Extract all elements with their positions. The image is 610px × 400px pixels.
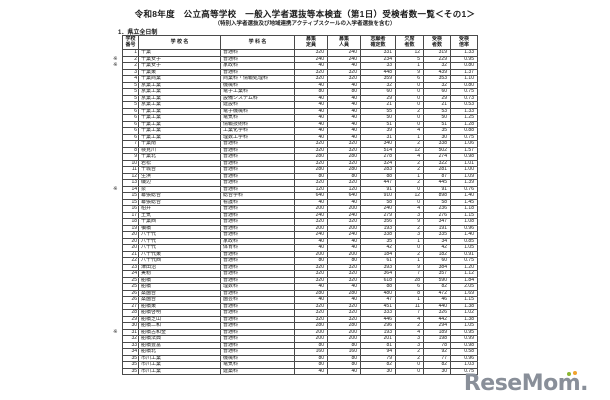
cell-examinees: 30 — [423, 367, 451, 375]
table-row: 27 船橋東 普通科 320 320 451 11 440 1.38 — [122, 302, 478, 310]
table-row: 2 千葉女子 普通科 240 240 234 5 229 0.95 — [122, 55, 478, 63]
cell-exam-ratio: 0.73 — [450, 94, 478, 102]
asterisk-mark: ※ — [113, 56, 118, 62]
table-row: 25 船橋 普通科 320 320 618 28 590 1.84 — [122, 276, 478, 284]
watermark-leaf-dots-icon — [567, 372, 571, 376]
cell-exam-ratio: 0.80 — [450, 81, 478, 89]
table-row: 19 犢橋 普通科 200 200 193 2 191 0.96 — [122, 224, 478, 232]
table-row: 6 千葉工業 理数工学科 40 40 31 1 30 0.75 — [122, 133, 478, 141]
table-row: 6 千葉工業 情報技術科 40 40 51 0 51 1.28 — [122, 120, 478, 128]
asterisk-mark: ※ — [113, 62, 118, 68]
cell-recruit-count: 40 — [327, 367, 361, 375]
cell-exam-ratio: 0.80 — [450, 62, 478, 70]
cell-exam-ratio: 1.10 — [450, 75, 478, 83]
table-header-row: 学校 番号学 校 名学 科 名募集 定員 募集 人員 志願者 確定数 欠席 者数 受検 … — [122, 35, 478, 50]
table-row: 26 薬園台 普通科 280 280 480 8 472 1.69 — [122, 289, 478, 297]
table-row: 16 柏井 普通科 200 200 240 4 236 1.18 — [122, 205, 478, 213]
table-row: 30 船橋二和 普通科 280 280 296 2 294 1.05 — [122, 322, 478, 330]
table-row: 15 幕張総合 総合学科 640 640 910 12 898 1.40 — [122, 192, 478, 200]
table-row: 20 八千代 体育科 40 40 42 0 42 1.05 — [122, 244, 478, 252]
cell-exam-ratio: 1.25 — [450, 114, 478, 122]
table-body: 1 千葉 普通科 320 240 331 12 319 1.33 2 千葉女子 普通科 240 240 23… — [122, 49, 478, 375]
asterisk-mark: ※ — [113, 329, 118, 335]
table-row: 7 千葉南 普通科 320 320 340 2 338 1.06 — [122, 140, 478, 148]
table-row: 23 津田沼 普通科 320 320 393 9 384 1.20 — [122, 263, 478, 271]
cell-exam-ratio: 0.75 — [450, 367, 478, 375]
column-header-recruit-count: 募集 人員 — [327, 35, 361, 50]
examinee-table-wrapper: 学校 番号学 校 名学 科 名募集 定員 募集 人員 志願者 確定数 欠席 者数 受検 … — [113, 35, 478, 375]
table-row: 6 千葉工業 電気科 40 40 50 0 50 1.25 — [122, 114, 478, 122]
resemom-watermark: ReseMom. — [464, 371, 589, 396]
table-row: 2 千葉女子 家政科 40 40 33 1 32 0.80 — [122, 62, 478, 70]
document-subtitle: （特別入学者選抜及び地域連携アクティブスクールの入学者選抜を含む） — [214, 21, 396, 27]
examinee-count-table: 学校 番号学 校 名学 科 名募集 定員 募集 人員 志願者 確定数 欠席 者数 受検 … — [122, 35, 478, 375]
section-label: 1．県立全日制 — [118, 30, 158, 36]
table-row: 5 京葉工業 設備システム科 40 40 29 0 29 0.73 — [122, 94, 478, 102]
cell-school-no: 35 — [122, 367, 139, 375]
column-header-capacity: 募集 定員 — [294, 35, 328, 50]
table-row: 5 京葉工業 電子工業科 80 80 60 0 60 0.75 — [122, 88, 478, 96]
table-row: 35 市川工業 機械科 80 80 79 2 77 0.96 — [122, 354, 478, 362]
column-header-school-no: 学校 番号 — [122, 35, 139, 50]
table-row: 6 千葉工業 工業化学科 40 40 39 4 35 0.88 — [122, 127, 478, 135]
column-header-examinees: 受検 者数 — [423, 35, 451, 50]
cell-exam-ratio: 1.37 — [450, 68, 478, 76]
cell-capacity: 40 — [294, 367, 328, 375]
column-header-school-name: 学 校 名 — [138, 35, 221, 50]
cell-school-name: 市川工業 — [138, 367, 221, 375]
cell-exam-ratio: 0.53 — [450, 101, 478, 109]
table-row: 5 京葉工業 機械科 40 40 32 0 32 0.80 — [122, 81, 478, 89]
table-row: 12 生浜 普通科 80 80 88 1 87 1.09 — [122, 172, 478, 180]
asterisk-mark: ※ — [113, 186, 118, 192]
cell-exam-ratio: 0.75 — [450, 88, 478, 96]
table-row: 5 京葉工業 建設科 40 40 21 0 21 0.53 — [122, 101, 478, 109]
column-header-exam-ratio: 受検 倍率 — [450, 35, 478, 50]
column-header-absentees: 欠席 者数 — [395, 35, 424, 50]
table-row: 33 船橋豊富 普通科 80 80 81 3 78 0.98 — [122, 341, 478, 349]
table-row: 4 千葉商業 商業科・情報処理科 320 320 359 6 353 1.10 — [122, 75, 478, 83]
cell-exam-ratio: 1.33 — [450, 107, 478, 115]
document-title: 令和8年度 公立高等学校 一般入学者選抜等本検査（第1日）受検者数一覧＜その1＞ — [134, 9, 476, 19]
cell-dept-name: 建築科 — [220, 367, 295, 375]
column-header-applicants-final: 志願者 確定数 — [360, 35, 396, 50]
column-header-dept-name: 学 科 名 — [220, 35, 295, 50]
header-row: 学校 番号学 校 名学 科 名募集 定員 募集 人員 志願者 確定数 欠席 者数 受検 … — [122, 35, 478, 50]
cell-exam-ratio: 1.28 — [450, 120, 478, 128]
table-row: 3 千葉東 普通科 320 320 448 9 439 1.37 — [122, 68, 478, 76]
cell-absentees: 0 — [395, 367, 424, 375]
table-row: 6 千葉工業 電子機械科 40 40 55 2 53 1.33 — [122, 107, 478, 115]
cell-applicants-final: 30 — [360, 367, 396, 375]
table-row: 35 市川工業 建築科 40 40 30 0 30 0.75 — [122, 367, 478, 375]
